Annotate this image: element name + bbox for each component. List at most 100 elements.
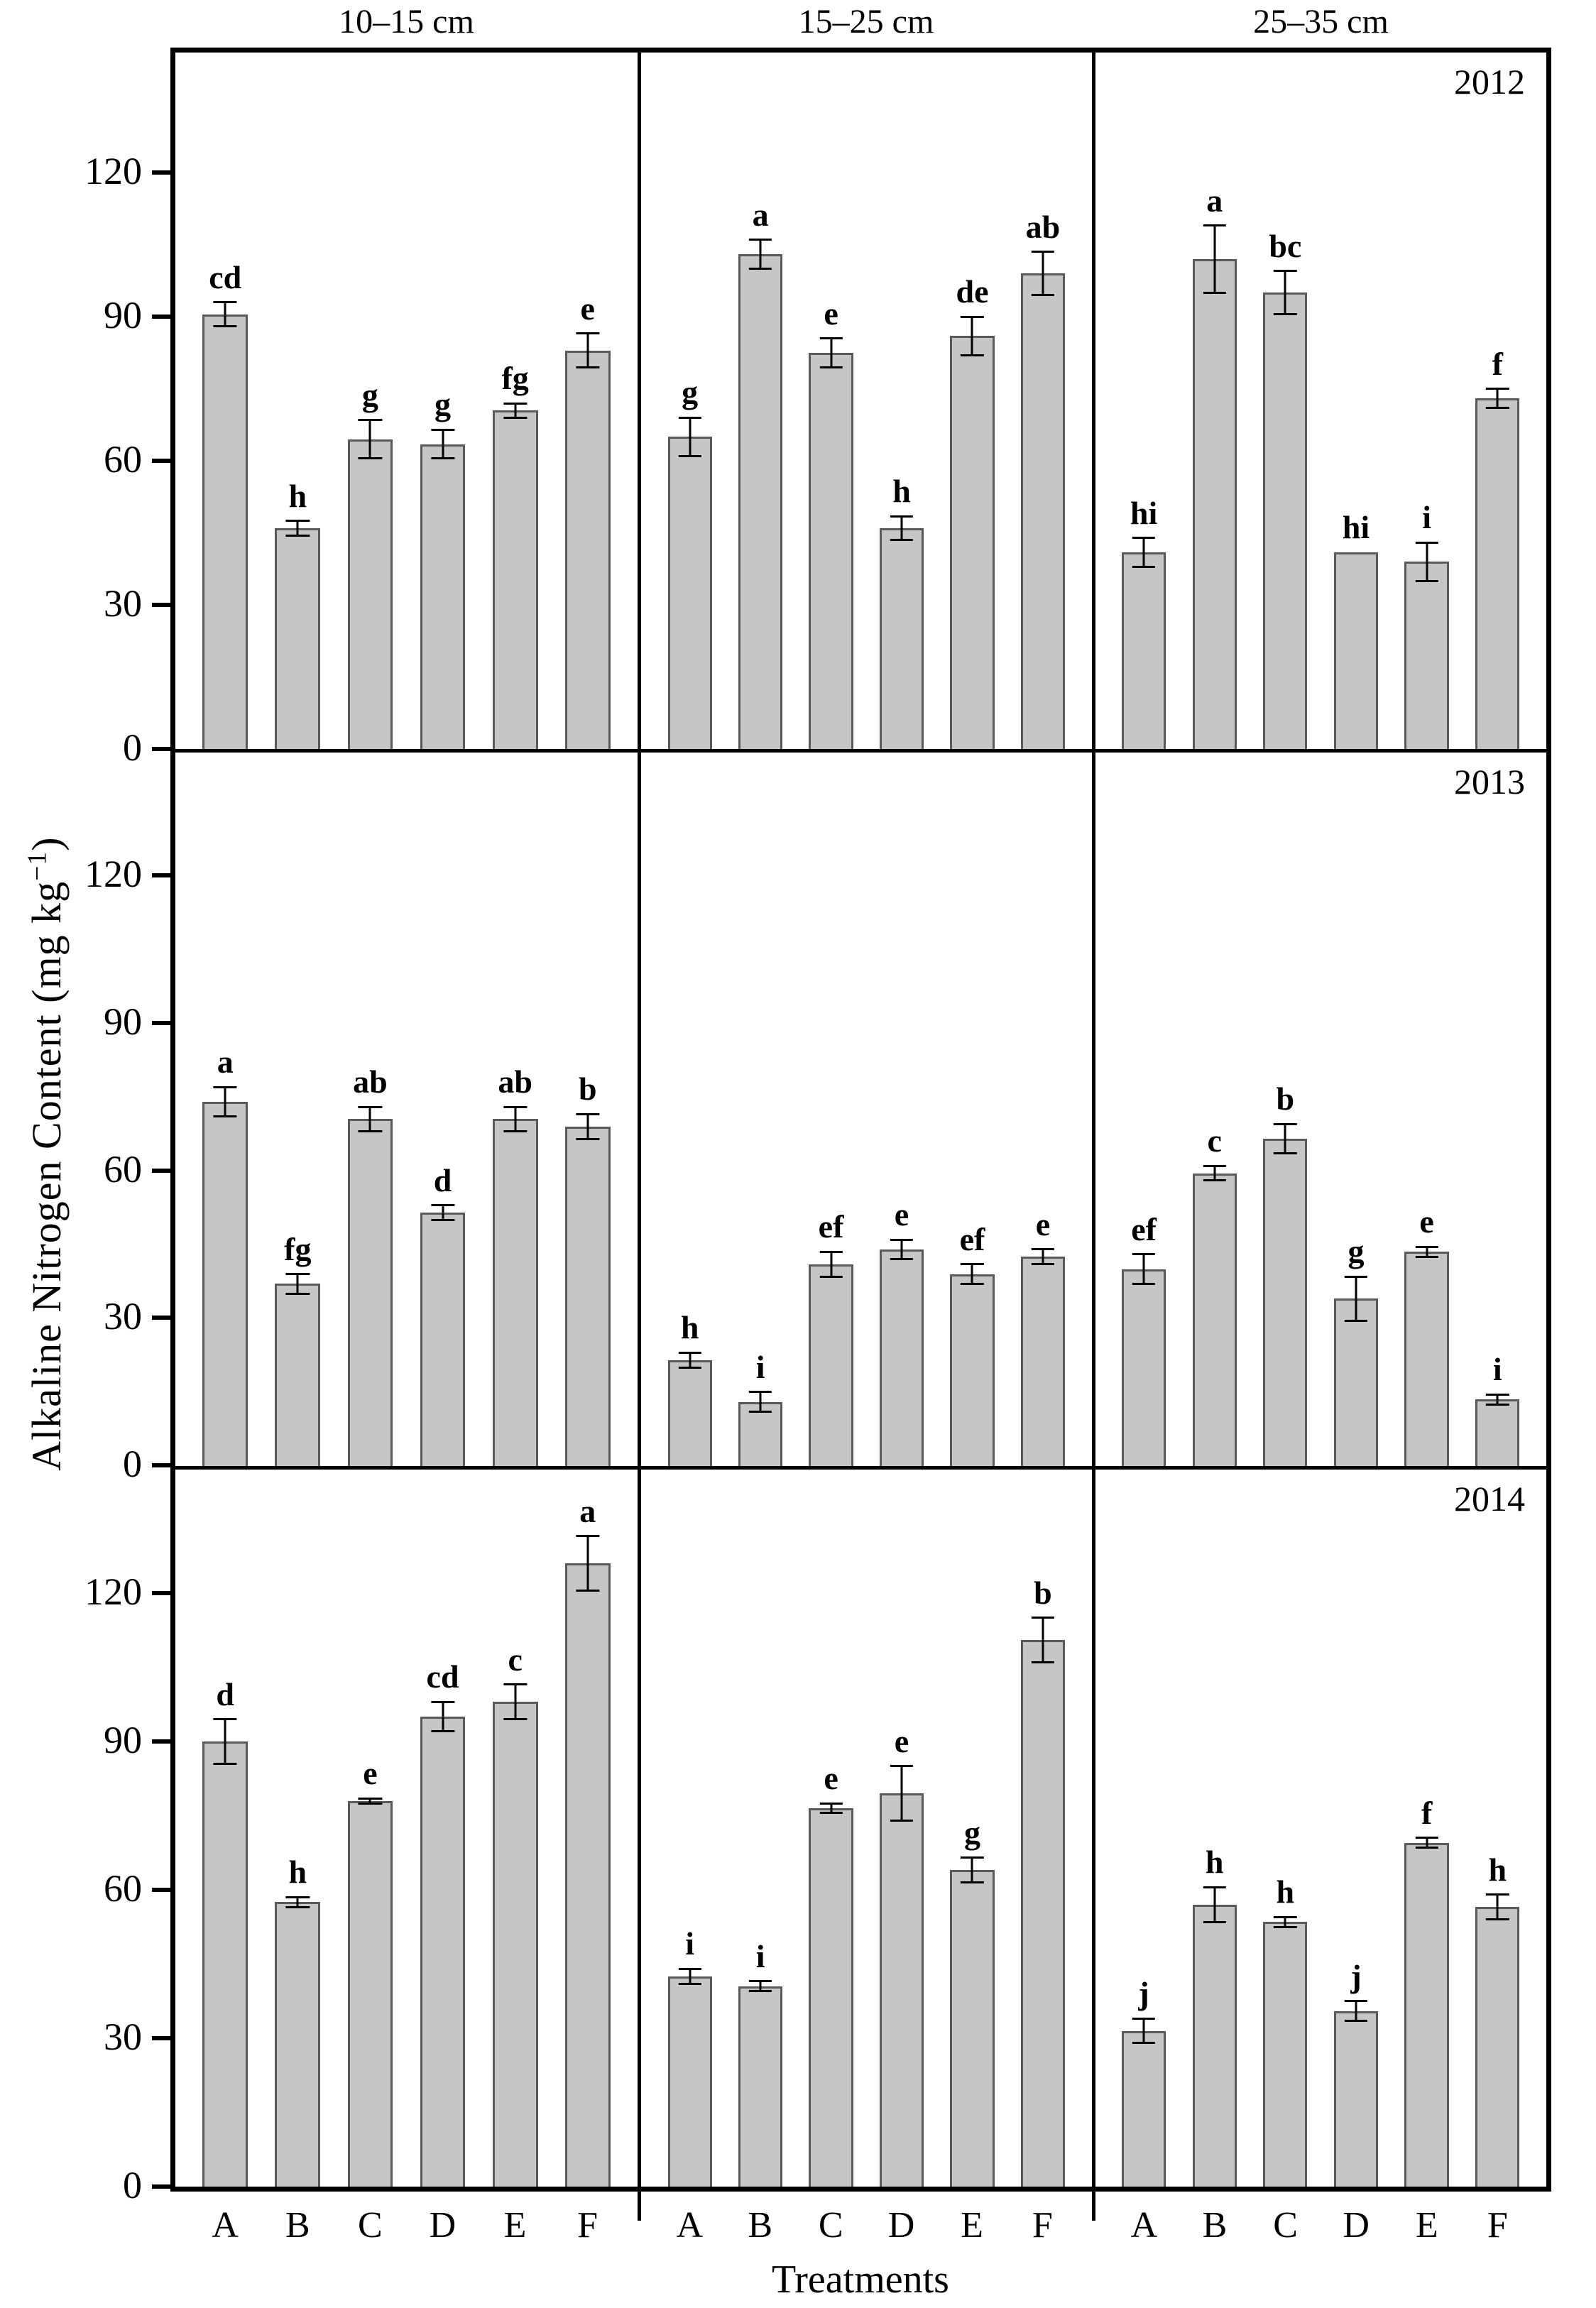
column-header-25-35-cm: 25–35 cm [1253,3,1389,40]
error-bar [1355,1276,1357,1321]
y-tick-label: 120 [84,149,142,192]
error-bar-cap [430,1700,455,1703]
significance-letter: fg [501,360,529,397]
error-bar [759,1981,762,1991]
bar-2014-10-15-cm-F [564,1563,611,2187]
error-bar [1426,542,1428,581]
bar-2014-15-25-cm-F [1020,1640,1066,2187]
panel-separator-extension [638,2187,641,2221]
panel-separator-extension [1092,2187,1095,2221]
error-bar-cap [1344,1275,1368,1278]
treatment-letter-A: A [1130,2205,1158,2246]
bar-2012-25-35-cm-E [1404,562,1449,750]
error-bar [900,1766,903,1821]
y-tick-label: 90 [104,293,142,337]
bar-2014-25-35-cm-B [1192,1904,1237,2187]
error-bar-cap [503,1130,528,1133]
significance-letter: de [956,273,989,310]
error-bar-cap [748,1411,772,1413]
significance-letter: g [1348,1233,1365,1270]
bar-2012-15-25-cm-C [809,353,853,750]
significance-letter: ef [818,1208,844,1245]
error-bar [1142,1254,1145,1284]
y-tick-mark [152,170,170,175]
error-bar-cap [890,1258,914,1261]
error-bar-cap [1031,251,1055,253]
error-bar [971,1264,973,1284]
treatment-letter-E: E [503,2205,527,2246]
error-bar-cap [678,455,701,458]
significance-letter: h [1276,1874,1295,1910]
error-bar-cap [1203,1920,1226,1923]
y-tick-mark [152,1888,170,1893]
bar-2014-15-25-cm-A [667,1976,712,2187]
treatment-letter-B: B [285,2205,310,2246]
bar-2013-10-15-cm-A [202,1102,248,1466]
error-bar-cap [1132,565,1156,568]
treatment-letter-D: D [887,2205,915,2246]
error-bar-cap [213,1085,237,1088]
error-bar-cap [748,1980,772,1983]
y-tick-label: 60 [104,437,142,481]
y-tick-label: 30 [104,1295,142,1338]
significance-letter: e [824,1760,838,1797]
error-bar [971,317,973,356]
error-bar [971,1857,973,1883]
significance-letter: ef [959,1220,985,1257]
bar-2014-25-35-cm-C [1263,1922,1308,2187]
column-header-15-25-cm: 15–25 cm [798,3,934,40]
bar-2013-15-25-cm-D [879,1249,924,1466]
significance-letter: i [755,1348,765,1385]
bar-2012-25-35-cm-D [1333,552,1379,750]
significance-letter: cd [426,1658,459,1695]
chart-panel-2014-25-35-cm: j h h j f h 2014 [1095,1470,1546,2187]
significance-letter: b [1034,1574,1052,1611]
bar-2013-25-35-cm-D [1333,1298,1379,1466]
significance-letter: ef [1131,1210,1157,1247]
error-bar-cap [1132,2042,1156,2045]
significance-letter: h [1205,1844,1224,1881]
treatment-letter-A: A [676,2205,704,2246]
bar-2013-10-15-cm-C [347,1119,393,1466]
error-bar-cap [1203,291,1226,294]
error-bar [759,1391,762,1412]
chart-panel-2014-15-25-cm: i i e e g b [641,1469,1095,2187]
bar-2012-25-35-cm-A [1121,552,1166,750]
treatment-letter-C: C [1273,2205,1298,2246]
significance-letter: f [1421,1794,1433,1831]
error-bar-cap [748,1391,772,1394]
error-bar-cap [678,1982,701,1985]
error-bar-cap [213,325,237,328]
bar-2014-10-15-cm-B [275,1902,321,2187]
error-bar-cap [358,1130,383,1133]
y-tick-label: 0 [123,1442,142,1485]
significance-letter: e [894,1196,909,1233]
bar-2013-15-25-cm-C [809,1264,853,1466]
bar-2014-25-35-cm-F [1475,1907,1520,2187]
y-tick-mark [152,2184,170,2189]
bar-2012-10-15-cm-F [564,350,611,750]
error-bar [1213,225,1216,293]
error-bar-cap [285,1905,310,1908]
error-bar [1284,270,1286,315]
error-bar [689,1352,692,1368]
error-bar [1213,1166,1216,1181]
y-tick-mark [152,747,170,751]
bar-2014-10-15-cm-E [492,1702,538,2187]
chart-panel-2012-25-35-cm: hi a bc hi i f 2012 [1095,53,1546,753]
error-bar-cap [1132,2017,1156,2020]
error-bar [514,1684,517,1719]
error-bar-cap [576,1535,600,1538]
bar-2012-15-25-cm-F [1020,273,1066,750]
y-tick-label: 120 [84,852,142,895]
plot-area: cd h g g fg e g a e h de ab hi a bc hi i f 2012 a fg ab d ab b h i… [84,3,1551,2302]
significance-letter: g [682,374,699,411]
y-tick-mark [152,873,170,878]
significance-letter: b [1276,1081,1295,1117]
error-bar [759,239,762,269]
error-bar [368,420,371,459]
bar-2012-25-35-cm-F [1475,398,1520,750]
y-tick-mark [152,459,170,464]
treatment-letter-F: F [1032,2205,1053,2246]
